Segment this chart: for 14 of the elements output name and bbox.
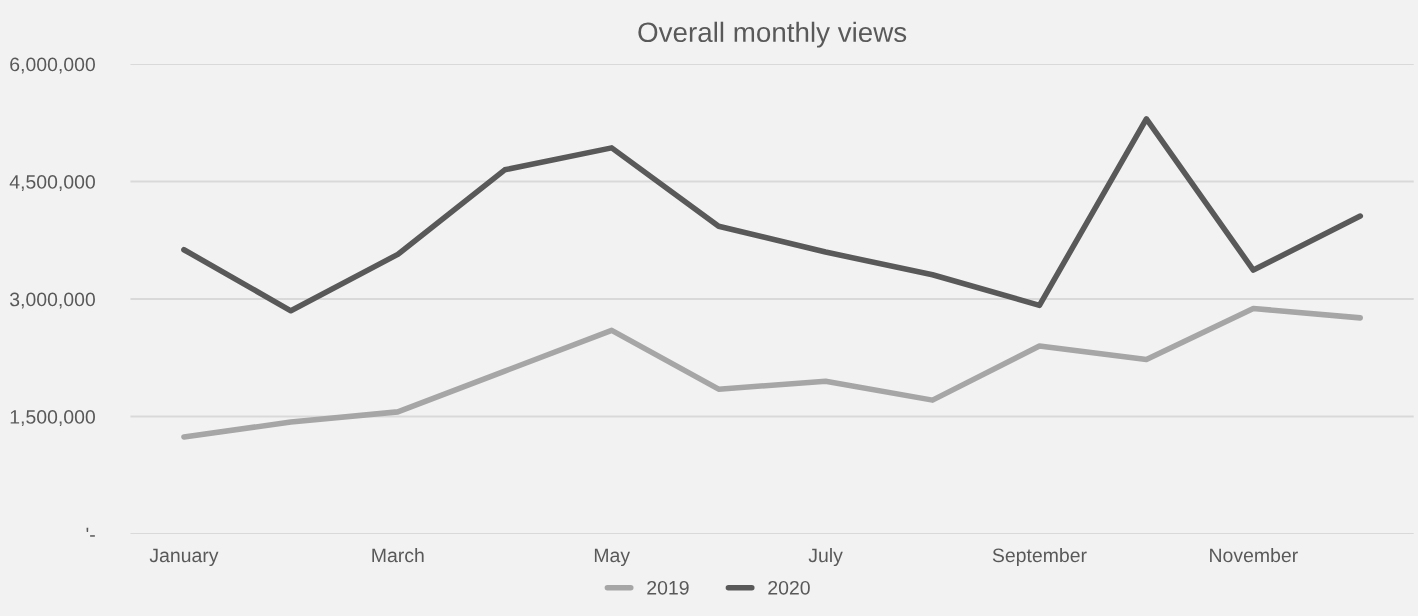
x-tick-label: July [808,547,843,567]
x-tick-label: November [1210,547,1298,563]
chart-title: Overall monthly views [638,21,907,48]
y-tick-label: 1,500,000 [10,410,95,427]
y-tick-label: 4,500,000 [9,175,95,192]
y-tick-label: '- [86,527,95,537]
y-tick-label: 6,000,000 [10,57,95,74]
x-tick-label: March [372,547,424,563]
x-tick-label: September [992,547,1087,567]
y-tick-label: 3,000,000 [9,292,95,309]
x-tick-label: May [594,548,631,567]
legend-label: 2019 [647,580,689,595]
x-tick-label: January [149,548,219,567]
legend-label: 2020 [768,580,810,595]
